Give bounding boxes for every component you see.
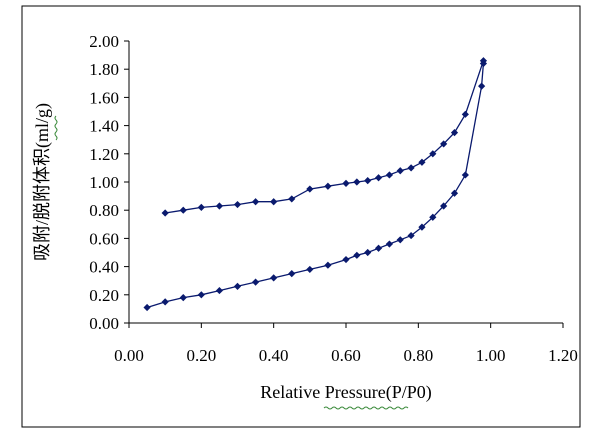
adsorption-point xyxy=(197,291,205,299)
adsorption-point xyxy=(324,261,332,269)
adsorption-point xyxy=(429,213,437,221)
y-tick-label: 0.40 xyxy=(89,258,119,277)
y-tick-label: 1.40 xyxy=(89,117,119,136)
x-axis-ticks: 0.00 0.20 0.40 0.60 0.80 1.00 1.20 xyxy=(114,323,578,365)
adsorption-point xyxy=(270,274,278,282)
x-tick-label: 0.20 xyxy=(186,346,216,365)
desorption-point xyxy=(233,200,242,209)
adsorption-point xyxy=(179,294,187,302)
y-axis-label: 吸附/脱附体积(ml/g) xyxy=(32,103,53,261)
x-tick-label: 1.00 xyxy=(476,346,506,365)
desorption-point xyxy=(288,195,296,203)
desorption-point xyxy=(324,182,332,190)
desorption-point xyxy=(179,206,187,214)
chart-outer-frame xyxy=(21,5,581,428)
desorption-point xyxy=(407,164,415,172)
x-tick-label: 1.20 xyxy=(548,346,578,365)
desorption-point xyxy=(364,176,372,185)
desorption-point xyxy=(440,140,448,148)
y-tick-label: 1.20 xyxy=(89,145,119,164)
adsorption-point xyxy=(461,171,469,179)
series-group xyxy=(143,57,488,312)
adsorption-point xyxy=(385,240,393,248)
adsorption-point xyxy=(143,303,151,312)
adsorption-point xyxy=(450,189,459,197)
x-axis-label: Relative Pressure(P/P0) xyxy=(260,382,431,403)
desorption-point xyxy=(353,178,361,186)
desorption-point xyxy=(342,179,350,188)
x-tick-label: 0.60 xyxy=(331,346,361,365)
adsorption-point xyxy=(215,286,224,295)
y-tick-label: 2.00 xyxy=(89,32,119,51)
desorption-point xyxy=(270,198,278,206)
adsorption-point xyxy=(440,202,448,210)
adsorption-point xyxy=(478,82,486,90)
adsorption-point xyxy=(396,236,404,244)
y-tick-label: 0.80 xyxy=(89,201,119,220)
desorption-point xyxy=(418,158,426,166)
adsorption-point xyxy=(407,231,415,240)
y-tick-label: 0.60 xyxy=(89,229,119,248)
adsorption-point xyxy=(353,251,361,259)
adsorption-point xyxy=(161,298,169,306)
desorption-line xyxy=(165,60,485,214)
adsorption-point xyxy=(374,244,383,252)
adsorption-line xyxy=(146,63,485,309)
adsorption-point xyxy=(342,255,350,264)
desorption-point xyxy=(215,202,224,210)
y-axis-ticks: 0.00 0.20 0.40 0.60 0.80 1.00 1.20 1.40 1.60 1.80… xyxy=(89,32,129,333)
adsorption-point xyxy=(251,278,260,286)
adsorption-point xyxy=(418,223,426,231)
adsorption-point xyxy=(288,270,296,278)
y-tick-label: 0.00 xyxy=(89,314,119,333)
x-tick-label: 0.40 xyxy=(259,346,289,365)
x-label-spellcheck-underline xyxy=(323,406,409,410)
y-tick-label: 1.00 xyxy=(89,173,119,192)
desorption-point xyxy=(450,129,459,137)
desorption-point xyxy=(197,203,205,211)
y-tick-label: 1.60 xyxy=(89,88,119,107)
desorption-point xyxy=(479,57,488,65)
adsorption-point xyxy=(364,248,372,257)
desorption-point xyxy=(374,174,383,182)
desorption-point xyxy=(461,110,469,118)
y-label-spellcheck-underline xyxy=(54,115,58,141)
desorption-point xyxy=(306,185,314,193)
desorption-point xyxy=(161,209,169,217)
x-tick-label: 0.00 xyxy=(114,346,144,365)
adsorption-point xyxy=(306,265,314,274)
desorption-point xyxy=(396,167,404,175)
y-tick-label: 0.20 xyxy=(89,286,119,305)
desorption-point xyxy=(251,198,260,206)
desorption-point xyxy=(429,150,437,158)
y-tick-label: 1.80 xyxy=(89,60,119,79)
x-tick-label: 0.80 xyxy=(403,346,433,365)
adsorption-point xyxy=(233,282,242,290)
desorption-point xyxy=(385,171,393,179)
